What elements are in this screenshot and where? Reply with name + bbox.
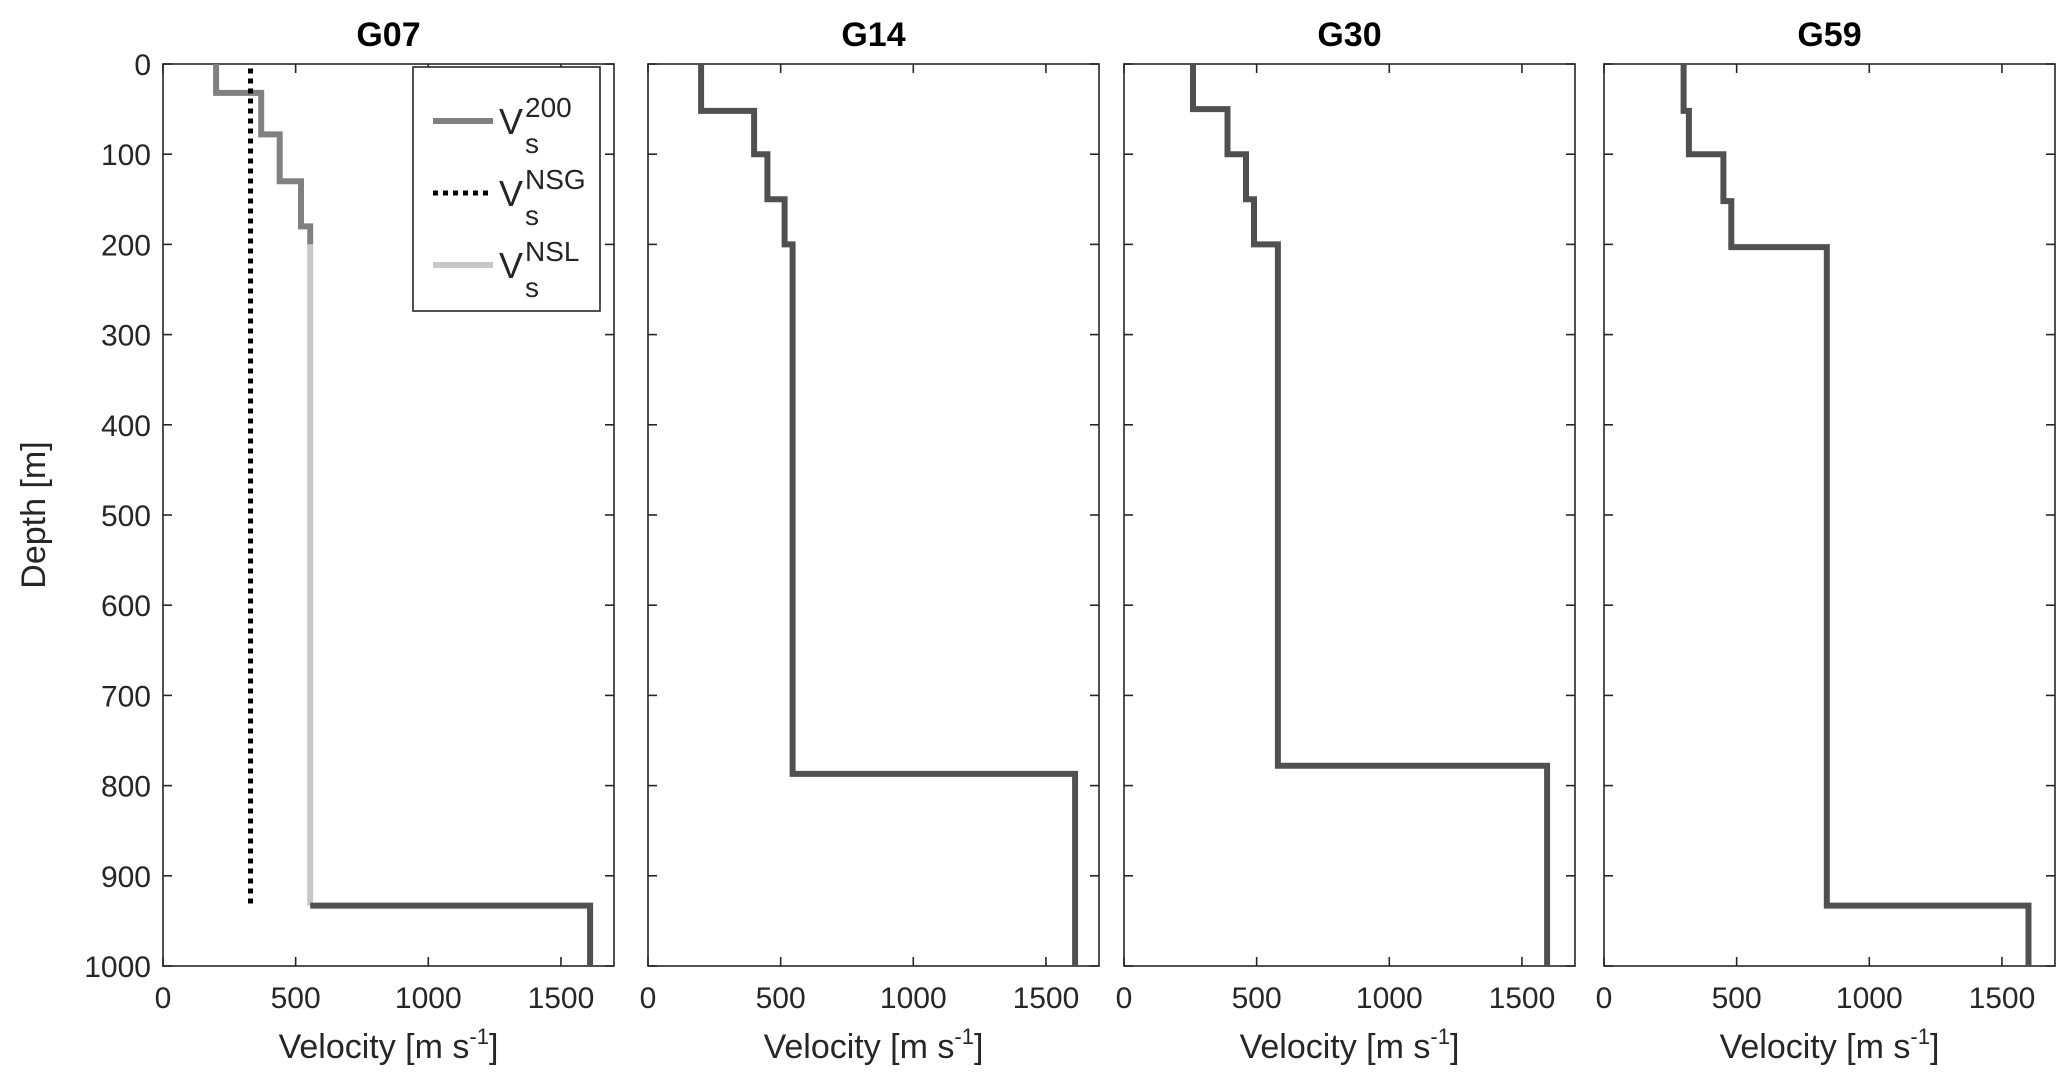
x-tick-label: 1000 <box>395 982 462 1015</box>
y-tick-label: 200 <box>101 229 151 262</box>
legend-label-sup: NSL <box>525 236 579 267</box>
legend-label-sub: s <box>525 272 539 303</box>
x-tick-label: 500 <box>271 982 321 1015</box>
series-line <box>1680 64 2032 966</box>
legend-box <box>412 66 601 312</box>
panel-title: G59 <box>1797 16 1861 54</box>
legend-label-sup: 200 <box>525 92 572 123</box>
y-tick-label: 400 <box>101 410 151 443</box>
axes-box <box>1123 63 1576 967</box>
panel-g14: G14 0 500 1000 1500 Velocity [m s-1] <box>640 16 1100 1066</box>
y-tick-label: 800 <box>101 771 151 804</box>
y-tick-label: 0 <box>134 49 151 82</box>
x-tick-label: 1500 <box>1013 982 1080 1015</box>
x-tick-label: 1000 <box>1836 982 1903 1015</box>
legend-label: V <box>499 245 523 286</box>
x-tick-label: 0 <box>1116 982 1133 1015</box>
y-tick-label: 700 <box>101 680 151 713</box>
series-line-vs200 <box>213 64 314 245</box>
y-tick-label: 300 <box>101 320 151 353</box>
x-axis-label: Velocity [m s-1] <box>764 1024 984 1066</box>
y-tick-label: 900 <box>101 861 151 894</box>
legend-label-sub: s <box>525 200 539 231</box>
y-tick-label: 100 <box>101 139 151 172</box>
x-tick-label: 500 <box>756 982 806 1015</box>
x-tick-label: 1500 <box>1489 982 1556 1015</box>
x-axis-label: Velocity [m s-1] <box>279 1024 499 1066</box>
series-line <box>310 902 594 966</box>
legend-label: V <box>499 173 523 214</box>
x-axis-label: Velocity [m s-1] <box>1720 1024 1940 1066</box>
x-tick-label: 1500 <box>1969 982 2036 1015</box>
series-line <box>1190 64 1551 966</box>
panel-title: G30 <box>1317 16 1381 54</box>
panel-title: G07 <box>356 16 420 54</box>
panel-g59: G59 0 500 1000 1500 Velocity [m s-1] <box>1596 16 2056 1066</box>
x-tick-label: 500 <box>1712 982 1762 1015</box>
x-tick-label: 1000 <box>1356 982 1423 1015</box>
legend-label-sup: NSG <box>525 164 586 195</box>
series-line <box>698 64 1079 966</box>
panel-title: G14 <box>841 16 905 54</box>
x-tick-label: 0 <box>1596 982 1613 1015</box>
y-tick-label: 500 <box>101 500 151 533</box>
y-axis-label: Depth [m] <box>15 441 53 588</box>
legend-label-sub: s <box>525 128 539 159</box>
axes-box <box>647 63 1100 967</box>
x-tick-label: 0 <box>640 982 657 1015</box>
x-tick-label: 1000 <box>880 982 947 1015</box>
panel-g30: G30 0 500 1000 1500 Velocity [m s-1] <box>1116 16 1576 1066</box>
legend-label: V <box>499 101 523 142</box>
x-axis-label: Velocity [m s-1] <box>1240 1024 1460 1066</box>
y-tick-label: 600 <box>101 590 151 623</box>
x-tick-label: 500 <box>1232 982 1282 1015</box>
x-tick-label: 1500 <box>528 982 595 1015</box>
y-tick-label: 1000 <box>84 951 151 984</box>
panel-g07: G07 0 500 1000 1500 0 100 200 300 400 500 600 700 800… <box>15 16 615 1066</box>
x-tick-label: 0 <box>155 982 172 1015</box>
